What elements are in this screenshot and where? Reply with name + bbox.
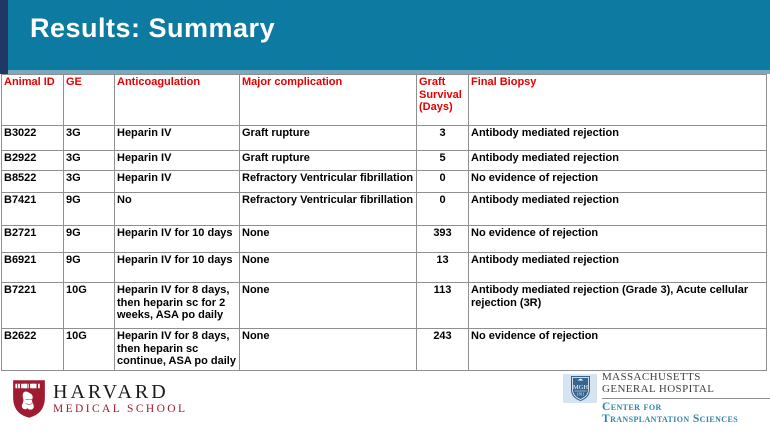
- cell-major-complication: Graft rupture: [239, 125, 417, 151]
- col-header-animal-id: Animal ID: [1, 74, 64, 126]
- mgh-center-line2: Transplantation Sciences: [602, 413, 739, 425]
- table-row: B6921 9G Heparin IV for 10 days None 13 …: [1, 252, 767, 283]
- cell-ge: 9G: [63, 252, 115, 283]
- cell-final-biopsy: Antibody mediated rejection: [468, 192, 767, 226]
- cell-final-biopsy: Antibody mediated rejection: [468, 252, 767, 283]
- mgh-logo: MGH 1811 MASSACHUSETTS GENERAL HOSPITAL …: [563, 371, 770, 425]
- cell-animal-id: B7221: [1, 282, 64, 329]
- cell-final-biopsy: Antibody mediated rejection (Grade 3), A…: [468, 282, 767, 329]
- mgh-shield-icon: MGH 1811: [563, 374, 597, 403]
- cell-major-complication: Refractory Ventricular fibrillation: [239, 192, 417, 226]
- cell-anticoagulation: Heparin IV for 10 days: [114, 252, 240, 283]
- cell-animal-id: B2721: [1, 225, 64, 253]
- results-table: Animal ID GE Anticoagulation Major compl…: [1, 74, 767, 371]
- col-header-graft-survival: Graft Survival (Days): [416, 74, 469, 126]
- cell-animal-id: B2922: [1, 150, 64, 171]
- cell-animal-id: B3022: [1, 125, 64, 151]
- cell-final-biopsy: Antibody mediated rejection: [468, 150, 767, 171]
- table-header-row: Animal ID GE Anticoagulation Major compl…: [1, 74, 767, 126]
- table-row: B8522 3G Heparin IV Refractory Ventricul…: [1, 170, 767, 193]
- mgh-name-line2: GENERAL HOSPITAL: [602, 382, 715, 395]
- cell-ge: 3G: [63, 170, 115, 193]
- cell-major-complication: Graft rupture: [239, 150, 417, 171]
- harvard-name: HARVARD: [53, 381, 169, 403]
- svg-text:MGH: MGH: [572, 384, 587, 391]
- cell-graft-survival: 0: [416, 192, 469, 226]
- cell-graft-survival: 0: [416, 170, 469, 193]
- harvard-shield-icon: [13, 380, 45, 418]
- cell-major-complication: None: [239, 282, 417, 329]
- cell-anticoagulation: No: [114, 192, 240, 226]
- cell-animal-id: B2622: [1, 328, 64, 371]
- cell-graft-survival: 13: [416, 252, 469, 283]
- cell-ge: 3G: [63, 125, 115, 151]
- page-title: Results: Summary: [30, 13, 276, 43]
- mgh-center-line1: Center for: [602, 401, 662, 413]
- mgh-divider: [602, 398, 770, 399]
- cell-ge: 3G: [63, 150, 115, 171]
- slide-header: Results: Summary: [8, 0, 770, 70]
- cell-anticoagulation: Heparin IV: [114, 150, 240, 171]
- cell-ge: 10G: [63, 282, 115, 329]
- cell-graft-survival: 113: [416, 282, 469, 329]
- cell-major-complication: None: [239, 225, 417, 253]
- header-left-accent: [0, 0, 8, 74]
- cell-animal-id: B6921: [1, 252, 64, 283]
- cell-graft-survival: 243: [416, 328, 469, 371]
- cell-anticoagulation: Heparin IV for 10 days: [114, 225, 240, 253]
- col-header-final-biopsy: Final Biopsy: [468, 74, 767, 126]
- harvard-logo: HARVARD MEDICAL SCHOOL: [12, 378, 187, 420]
- col-header-anticoagulation: Anticoagulation: [114, 74, 240, 126]
- col-header-ge: GE: [63, 74, 115, 126]
- cell-anticoagulation: Heparin IV for 8 days, then heparin sc f…: [114, 282, 240, 329]
- cell-final-biopsy: No evidence of rejection: [468, 170, 767, 193]
- table-row: B2721 9G Heparin IV for 10 days None 393…: [1, 225, 767, 253]
- harvard-subtitle: MEDICAL SCHOOL: [53, 403, 188, 415]
- cell-anticoagulation: Heparin IV: [114, 170, 240, 193]
- cell-major-complication: None: [239, 252, 417, 283]
- cell-major-complication: Refractory Ventricular fibrillation: [239, 170, 417, 193]
- cell-final-biopsy: Antibody mediated rejection: [468, 125, 767, 151]
- cell-graft-survival: 5: [416, 150, 469, 171]
- cell-graft-survival: 3: [416, 125, 469, 151]
- cell-animal-id: B8522: [1, 170, 64, 193]
- cell-final-biopsy: No evidence of rejection: [468, 328, 767, 371]
- table-row: B3022 3G Heparin IV Graft rupture 3 Anti…: [1, 125, 767, 151]
- cell-graft-survival: 393: [416, 225, 469, 253]
- cell-anticoagulation: Heparin IV: [114, 125, 240, 151]
- svg-text:1811: 1811: [576, 392, 584, 397]
- table-row: B2922 3G Heparin IV Graft rupture 5 Anti…: [1, 150, 767, 171]
- col-header-major-complication: Major complication: [239, 74, 417, 126]
- table-row: B2622 10G Heparin IV for 8 days, then he…: [1, 328, 767, 371]
- cell-anticoagulation: Heparin IV for 8 days, then heparin sc c…: [114, 328, 240, 371]
- cell-ge: 9G: [63, 192, 115, 226]
- cell-ge: 10G: [63, 328, 115, 371]
- table-row: B7221 10G Heparin IV for 8 days, then he…: [1, 282, 767, 329]
- cell-animal-id: B7421: [1, 192, 64, 226]
- cell-ge: 9G: [63, 225, 115, 253]
- table-row: B7421 9G No Refractory Ventricular fibri…: [1, 192, 767, 226]
- cell-major-complication: None: [239, 328, 417, 371]
- header-underline: [8, 70, 770, 74]
- mgh-name-line1: MASSACHUSETTS: [602, 371, 701, 383]
- cell-final-biopsy: No evidence of rejection: [468, 225, 767, 253]
